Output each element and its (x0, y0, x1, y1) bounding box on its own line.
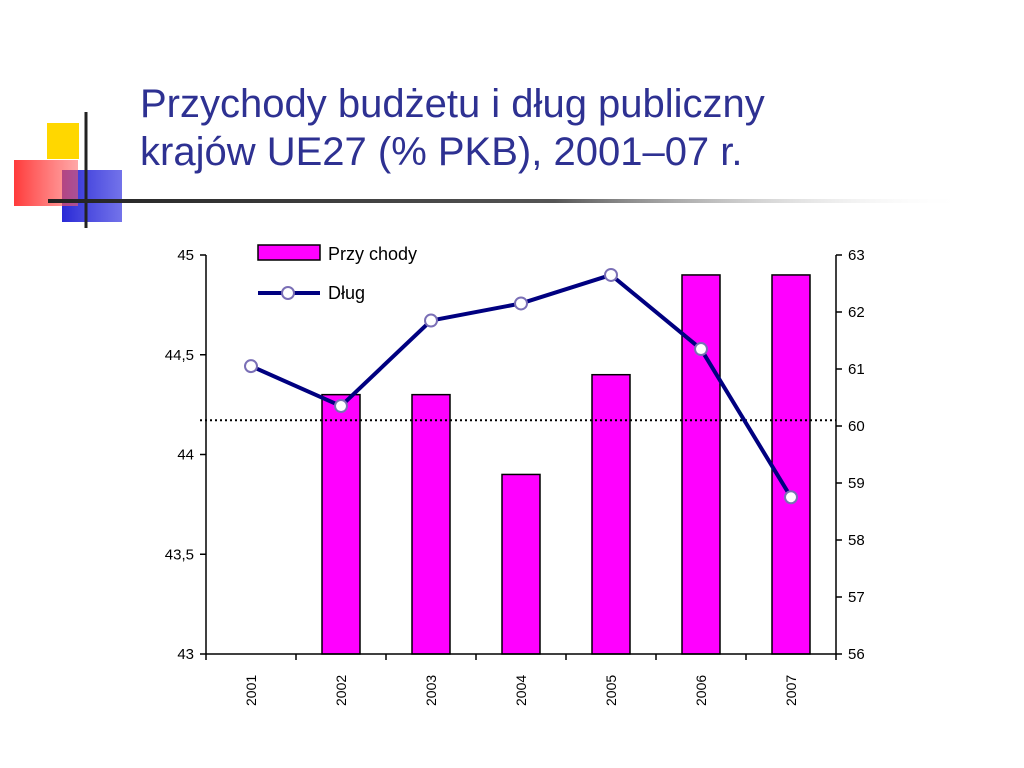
x-tick-label: 2003 (423, 675, 439, 706)
left-tick-label: 44 (177, 447, 194, 464)
right-tick-label: 62 (848, 304, 865, 321)
debt-point-2005 (604, 267, 618, 282)
slide-title-line-1: Przychody budżetu i dług publiczny (140, 82, 765, 126)
debt-point-2006 (694, 342, 708, 357)
decor-red-square (14, 160, 78, 206)
right-tick-label: 56 (848, 646, 865, 663)
bar-2004 (501, 473, 541, 655)
legend-label-bars: Przy chody (328, 244, 417, 264)
legend: Przy chody Dług (257, 244, 417, 303)
right-tick-label: 58 (848, 532, 865, 549)
debt-point-2001 (244, 359, 258, 374)
debt-point-2003 (424, 313, 438, 328)
legend-swatch-bars (257, 244, 321, 261)
bar-2005 (591, 373, 631, 655)
x-tick-label: 2004 (513, 675, 529, 706)
x-tick-label: 2001 (243, 675, 259, 706)
left-tick-label: 43,5 (165, 546, 194, 563)
right-tick-label: 59 (848, 475, 865, 492)
debt-point-2002 (334, 399, 348, 414)
decor-yellow-square (47, 123, 79, 159)
right-tick-label: 60 (848, 418, 865, 435)
right-tick-label: 57 (848, 589, 865, 606)
slide-title: Przychody budżetu i dług publiczny krajó… (140, 80, 1000, 176)
x-tick-label: 2006 (693, 675, 709, 706)
right-tick-label: 63 (848, 247, 865, 264)
left-tick-label: 43 (177, 646, 194, 663)
slide-title-line-2: krajów UE27 (% PKB), 2001–07 r. (140, 130, 743, 174)
x-tick-label: 2005 (603, 675, 619, 706)
x-tick-label: 2007 (783, 675, 799, 706)
legend-swatch-marker (281, 286, 295, 300)
legend-label-line: Dług (328, 283, 365, 303)
plot-area: 43 43,5 44 44,5 45 56 57 58 59 60 61 62 63 2001 2002 20… (165, 247, 865, 706)
debt-point-2004 (514, 296, 528, 311)
slide-decoration (14, 112, 968, 228)
debt-point-2007 (784, 490, 798, 505)
bar-2003 (411, 393, 451, 655)
bar-2007 (771, 274, 811, 655)
right-tick-label: 61 (848, 361, 865, 378)
left-tick-label: 44,5 (165, 347, 194, 364)
bar-2002 (321, 393, 361, 655)
x-tick-label: 2002 (333, 675, 349, 706)
left-tick-label: 45 (177, 247, 194, 264)
bar-2006 (681, 274, 721, 655)
decor-horizontal-rule (48, 199, 968, 203)
